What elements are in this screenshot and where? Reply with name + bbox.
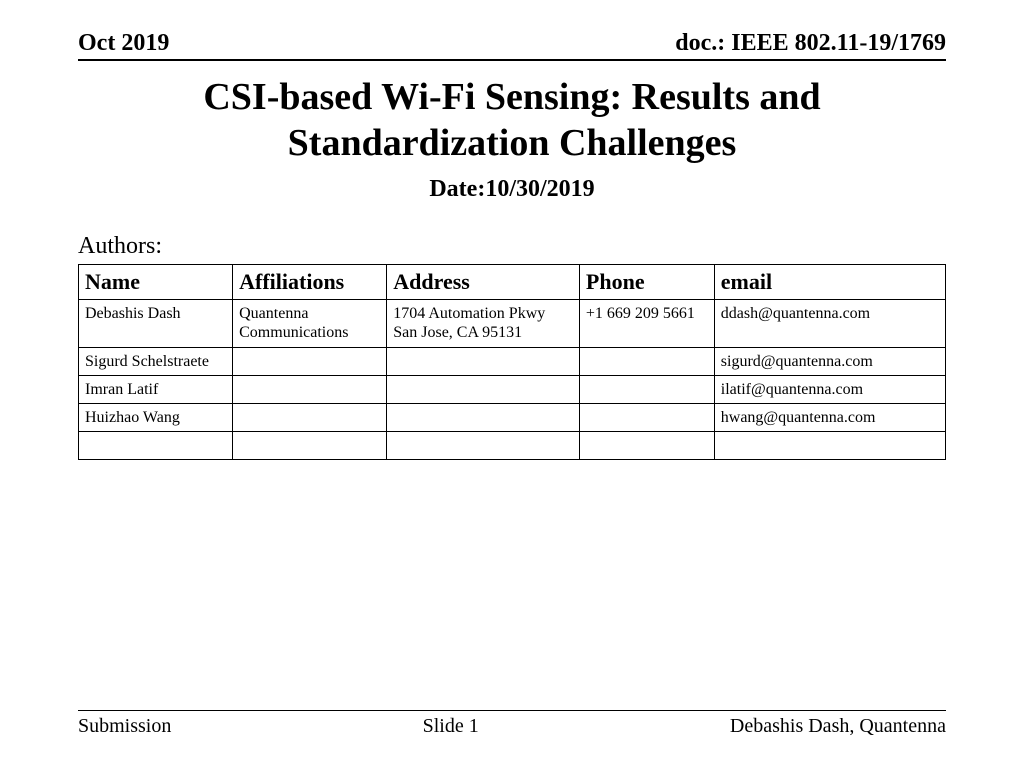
cell-name: Sigurd Schelstraete (79, 347, 233, 375)
cell-addr (387, 347, 580, 375)
table-row: Huizhao Wang hwang@quantenna.com (79, 403, 946, 431)
col-name: Name (79, 265, 233, 300)
cell-phone (579, 403, 714, 431)
table-header-row: Name Affiliations Address Phone email (79, 265, 946, 300)
cell-addr (387, 432, 580, 460)
authors-label: Authors: (78, 233, 946, 260)
slide-date: Date:10/30/2019 (78, 176, 946, 203)
col-affiliations: Affiliations (233, 265, 387, 300)
cell-name: Debashis Dash (79, 300, 233, 347)
footer-right: Debashis Dash, Quantenna (730, 715, 946, 738)
cell-aff (233, 432, 387, 460)
cell-phone (579, 347, 714, 375)
table-row: Sigurd Schelstraete sigurd@quantenna.com (79, 347, 946, 375)
cell-addr: 1704 Automation Pkwy San Jose, CA 95131 (387, 300, 580, 347)
cell-addr (387, 403, 580, 431)
footer-row: Submission Slide 1 Debashis Dash, Quante… (78, 710, 946, 738)
cell-email: ilatif@quantenna.com (714, 375, 945, 403)
cell-email: ddash@quantenna.com (714, 300, 945, 347)
cell-phone: +1 669 209 5661 (579, 300, 714, 347)
footer-left: Submission (78, 715, 171, 738)
header-date: Oct 2019 (78, 30, 169, 57)
cell-aff (233, 347, 387, 375)
cell-name: Imran Latif (79, 375, 233, 403)
col-address: Address (387, 265, 580, 300)
header-row: Oct 2019 doc.: IEEE 802.11-19/1769 (78, 30, 946, 61)
table-row (79, 432, 946, 460)
footer-center: Slide 1 (423, 715, 479, 738)
col-phone: Phone (579, 265, 714, 300)
cell-aff: Quantenna Communications (233, 300, 387, 347)
slide-title: CSI-based Wi-Fi Sensing: Results and Sta… (78, 75, 946, 166)
cell-addr (387, 375, 580, 403)
cell-email (714, 432, 945, 460)
slide-page: Oct 2019 doc.: IEEE 802.11-19/1769 CSI-b… (78, 30, 946, 738)
cell-email: sigurd@quantenna.com (714, 347, 945, 375)
cell-aff (233, 403, 387, 431)
table-row: Imran Latif ilatif@quantenna.com (79, 375, 946, 403)
authors-table: Name Affiliations Address Phone email De… (78, 264, 946, 460)
table-row: Debashis Dash Quantenna Communications 1… (79, 300, 946, 347)
header-docnum: doc.: IEEE 802.11-19/1769 (675, 30, 946, 57)
cell-phone (579, 375, 714, 403)
col-email: email (714, 265, 945, 300)
cell-name (79, 432, 233, 460)
cell-aff (233, 375, 387, 403)
cell-name: Huizhao Wang (79, 403, 233, 431)
cell-email: hwang@quantenna.com (714, 403, 945, 431)
cell-phone (579, 432, 714, 460)
